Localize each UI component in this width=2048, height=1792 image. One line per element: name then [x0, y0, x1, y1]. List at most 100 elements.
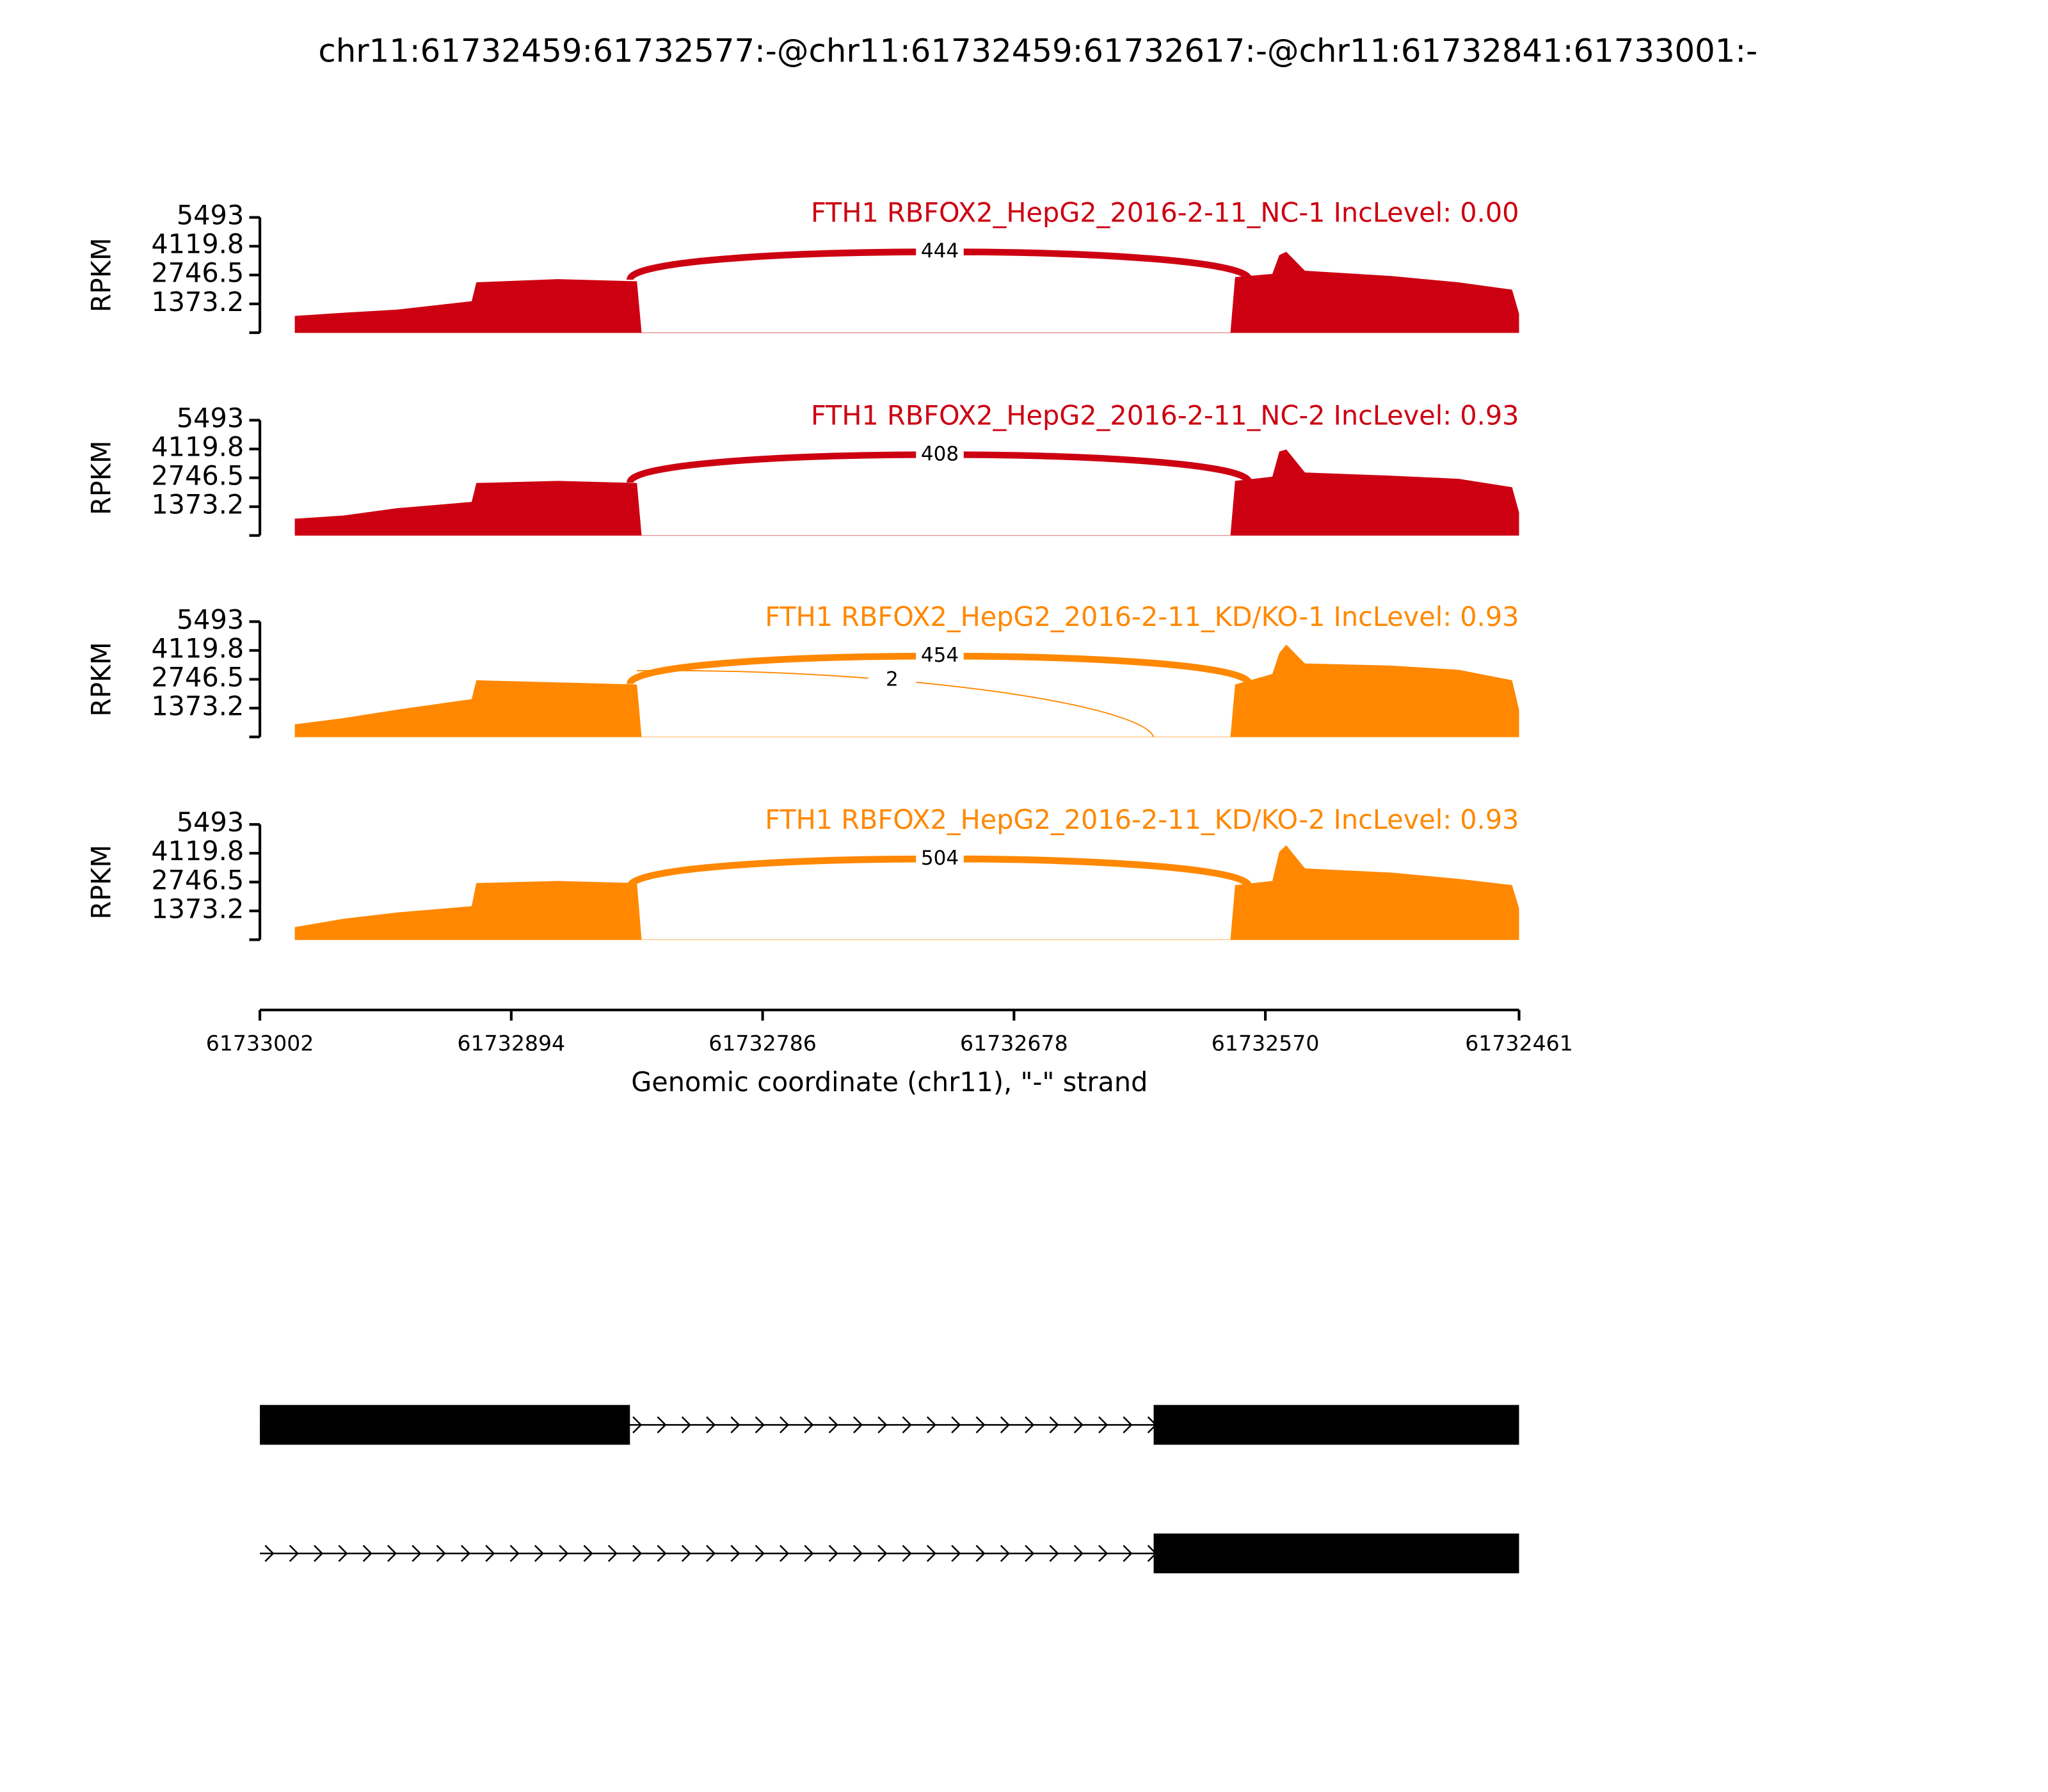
x-axis-label: Genomic coordinate (chr11), "-" strand	[631, 1067, 1148, 1098]
track-title: FTH1 RBFOX2_HepG2_2016-2-11_KD/KO-2 IncL…	[765, 804, 1519, 835]
strand-arrow	[828, 1416, 838, 1434]
strand-arrow	[902, 1544, 912, 1562]
junction-label-bg	[916, 239, 964, 264]
strand-arrow	[926, 1416, 936, 1434]
strand-arrow	[975, 1416, 986, 1434]
y-tick-label: 2746.5	[151, 461, 244, 492]
y-tick-label: 1373.2	[151, 490, 244, 520]
strand-arrow	[509, 1544, 520, 1562]
strand-arrow	[755, 1416, 765, 1434]
strand-arrow	[780, 1544, 790, 1562]
strand-arrow	[1098, 1544, 1108, 1562]
strand-arrow	[1073, 1416, 1084, 1434]
y-axis-label: RPKM	[86, 845, 117, 920]
strand-arrow	[657, 1544, 667, 1562]
strand-arrow	[951, 1544, 961, 1562]
y-tick-label: 1373.2	[151, 691, 244, 721]
y-axis-label: RPKM	[86, 440, 117, 515]
junction-label: 408	[921, 442, 959, 465]
strand-arrow	[780, 1416, 790, 1434]
chart-title: chr11:61732459:61732577:-@chr11:61732459…	[318, 32, 1757, 69]
track-title: FTH1 RBFOX2_HepG2_2016-2-11_NC-1 IncLeve…	[811, 198, 1519, 228]
strand-arrow	[1098, 1416, 1108, 1434]
strand-arrow	[387, 1544, 397, 1562]
y-tick-label: 2746.5	[151, 258, 244, 289]
strand-arrow	[852, 1416, 863, 1434]
coverage-area	[294, 252, 1519, 333]
junction-label: 504	[921, 847, 959, 870]
strand-arrow	[289, 1544, 299, 1562]
strand-arrow	[828, 1544, 838, 1562]
strand-arrow	[877, 1416, 888, 1434]
track-title: FTH1 RBFOX2_HepG2_2016-2-11_KD/KO-1 IncL…	[765, 602, 1519, 632]
strand-arrow	[730, 1544, 740, 1562]
strand-arrow	[485, 1544, 495, 1562]
strand-arrow	[559, 1544, 569, 1562]
strand-arrow	[460, 1544, 471, 1562]
x-tick-label: 61732570	[1212, 1030, 1320, 1055]
junction-label-bg	[916, 442, 964, 467]
strand-arrow	[1049, 1544, 1059, 1562]
y-axis-label: RPKM	[86, 642, 117, 717]
junction-label-bg	[868, 668, 916, 692]
y-tick-label: 1373.2	[151, 893, 244, 924]
y-tick-label: 2746.5	[151, 662, 244, 692]
strand-arrow	[1025, 1416, 1035, 1434]
x-tick-label: 61732894	[458, 1030, 566, 1055]
y-tick-label: 2746.5	[151, 865, 244, 895]
y-tick-label: 4119.8	[151, 432, 244, 463]
exon	[260, 1405, 630, 1445]
strand-arrow	[926, 1544, 936, 1562]
y-tick-label: 4119.8	[151, 229, 244, 260]
strand-arrow	[1049, 1416, 1059, 1434]
strand-arrow	[755, 1544, 765, 1562]
coverage-area	[294, 449, 1519, 536]
strand-arrow	[852, 1544, 863, 1562]
strand-arrow	[706, 1416, 716, 1434]
y-axis-label: RPKM	[86, 237, 117, 312]
x-tick-label: 61732786	[708, 1030, 817, 1055]
junction-arc	[637, 669, 1155, 737]
coverage-area	[294, 644, 1519, 737]
strand-arrow	[975, 1544, 986, 1562]
track-title: FTH1 RBFOX2_HepG2_2016-2-11_NC-2 IncLeve…	[811, 400, 1519, 431]
y-tick-label: 5493	[177, 604, 244, 635]
coverage-area	[294, 845, 1519, 940]
strand-arrow	[534, 1544, 544, 1562]
x-tick-label: 61733002	[206, 1030, 314, 1055]
strand-arrow	[412, 1544, 422, 1562]
strand-arrow	[1025, 1544, 1035, 1562]
strand-arrow	[681, 1416, 691, 1434]
y-tick-label: 4119.8	[151, 836, 244, 867]
y-tick-label: 5493	[177, 403, 244, 434]
strand-arrow	[314, 1544, 324, 1562]
strand-arrow	[1123, 1544, 1133, 1562]
strand-arrow	[951, 1416, 961, 1434]
junction-label-bg	[916, 644, 964, 668]
strand-arrow	[804, 1544, 814, 1562]
junction-label-bg	[916, 847, 964, 871]
strand-arrow	[1073, 1544, 1084, 1562]
strand-arrow	[607, 1544, 618, 1562]
strand-arrow	[902, 1416, 912, 1434]
strand-arrow	[804, 1416, 814, 1434]
strand-arrow	[264, 1544, 275, 1562]
strand-arrow	[657, 1416, 667, 1434]
exon	[1153, 1533, 1519, 1574]
strand-arrow	[877, 1544, 888, 1562]
strand-arrow	[362, 1544, 372, 1562]
junction-label: 454	[921, 644, 959, 667]
exon	[1153, 1405, 1519, 1445]
strand-arrow	[632, 1544, 643, 1562]
y-tick-label: 4119.8	[151, 633, 244, 664]
strand-arrow	[1000, 1416, 1010, 1434]
strand-arrow	[1000, 1544, 1010, 1562]
strand-arrow	[583, 1544, 593, 1562]
strand-arrow	[436, 1544, 446, 1562]
strand-arrow	[632, 1416, 643, 1434]
strand-arrow	[706, 1544, 716, 1562]
x-tick-label: 61732461	[1465, 1030, 1573, 1055]
x-tick-label: 61732678	[960, 1030, 1068, 1055]
junction-label: 2	[886, 668, 899, 691]
